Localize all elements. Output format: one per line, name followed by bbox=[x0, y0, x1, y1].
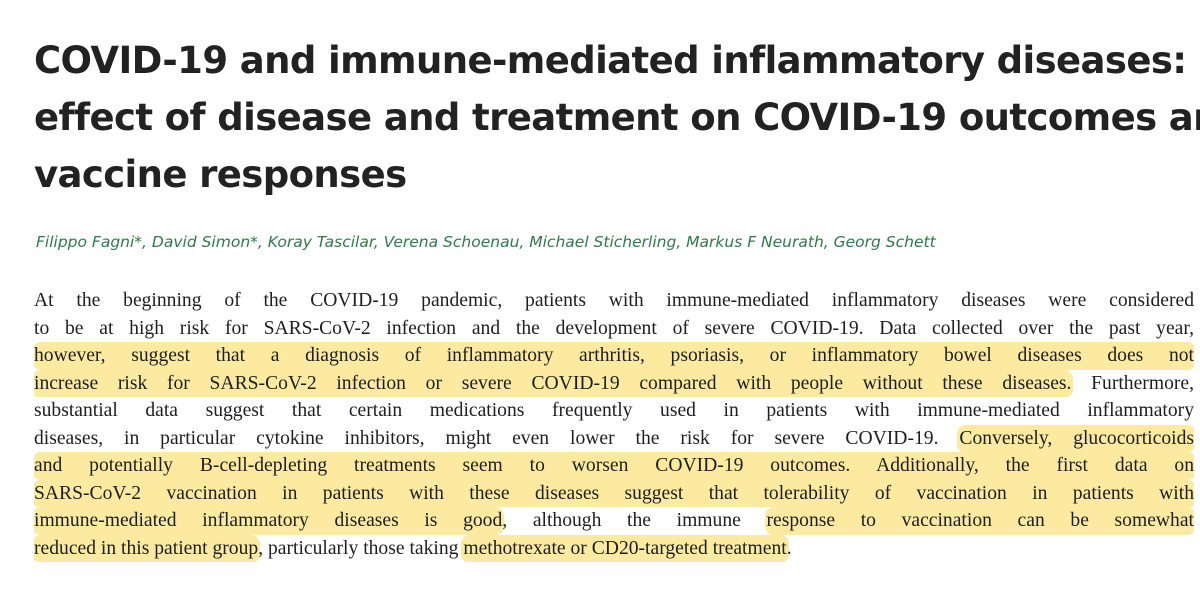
abstract-line-10: reduced in this patient group, particula… bbox=[34, 535, 1194, 563]
abstract-text: , particularly those taking bbox=[258, 537, 464, 559]
title-line-1: COVID-19 and immune-mediated inflammator… bbox=[34, 39, 1187, 82]
abstract-line-5: substantial data suggest that certain me… bbox=[34, 397, 1194, 425]
abstract-line-6: diseases, in particular cytokine inhibit… bbox=[34, 425, 1194, 453]
author-list: Filippo Fagni*, David Simon*, Koray Tasc… bbox=[36, 233, 936, 251]
title-line-3: vaccine responses bbox=[34, 153, 407, 196]
abstract-text: diseases, in particular cytokine inhibit… bbox=[34, 427, 960, 449]
highlighted-text: reduced in this patient group bbox=[34, 536, 259, 561]
abstract: At the beginning of the COVID-19 pandemi… bbox=[34, 287, 1194, 562]
abstract-text: At the beginning of the COVID-19 pandemi… bbox=[34, 290, 1194, 311]
abstract-line-9: immune-mediated inflammatory diseases is… bbox=[34, 507, 1194, 535]
abstract-line-8: SARS-CoV-2 vaccination in patients with … bbox=[34, 480, 1194, 508]
abstract-text: to be at high risk for SARS-CoV-2 infect… bbox=[34, 317, 1194, 339]
abstract-text: . bbox=[786, 537, 792, 559]
abstract-line-2: to be at high risk for SARS-CoV-2 infect… bbox=[34, 315, 1194, 343]
abstract-line-7: and potentially B-cell-depleting treatme… bbox=[34, 452, 1194, 480]
highlighted-text: Conversely, glucocorticoids bbox=[959, 426, 1194, 451]
highlighted-text: and potentially B-cell-depleting treatme… bbox=[34, 454, 1194, 478]
highlighted-text: however, suggest that a diagnosis of inf… bbox=[34, 344, 1194, 368]
abstract-line-4: increase risk for SARS-CoV-2 infection o… bbox=[34, 370, 1194, 398]
abstract-text: Furthermore, bbox=[1071, 372, 1194, 394]
highlighted-text: response to vaccination can be somewhat bbox=[766, 509, 1194, 533]
highlighted-text: SARS-CoV-2 vaccination in patients with … bbox=[34, 481, 1194, 506]
highlighted-text: methotrexate or CD20-targeted treatment bbox=[463, 536, 787, 561]
title-line-2: effect of disease and treatment on COVID… bbox=[34, 96, 1200, 139]
highlighted-text: immune-mediated inflammatory diseases is… bbox=[34, 509, 503, 533]
abstract-line-1: At the beginning of the COVID-19 pandemi… bbox=[34, 287, 1194, 315]
abstract-line-3: however, suggest that a diagnosis of inf… bbox=[34, 342, 1194, 370]
abstract-text: , although the immune bbox=[502, 510, 767, 531]
highlighted-text: increase risk for SARS-CoV-2 infection o… bbox=[34, 371, 1072, 396]
article-title: COVID-19 and immune-mediated inflammator… bbox=[34, 32, 1200, 203]
abstract-text: substantial data suggest that certain me… bbox=[34, 400, 1194, 421]
